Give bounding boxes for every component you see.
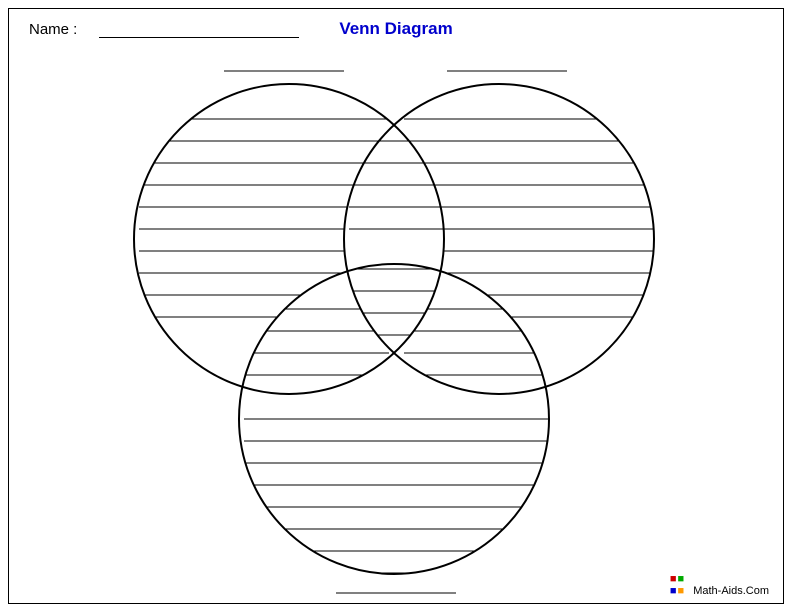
venn-diagram [9, 49, 783, 603]
header: Name : Venn Diagram [29, 19, 763, 49]
worksheet-page: Name : Venn Diagram ■■ ■■ Math-Aids.Com [8, 8, 784, 604]
logo-icon: ■■ ■■ [670, 573, 689, 597]
page-title: Venn Diagram [29, 19, 763, 39]
attribution-text: Math-Aids.Com [693, 585, 769, 597]
attribution: ■■ ■■ Math-Aids.Com [670, 573, 769, 597]
